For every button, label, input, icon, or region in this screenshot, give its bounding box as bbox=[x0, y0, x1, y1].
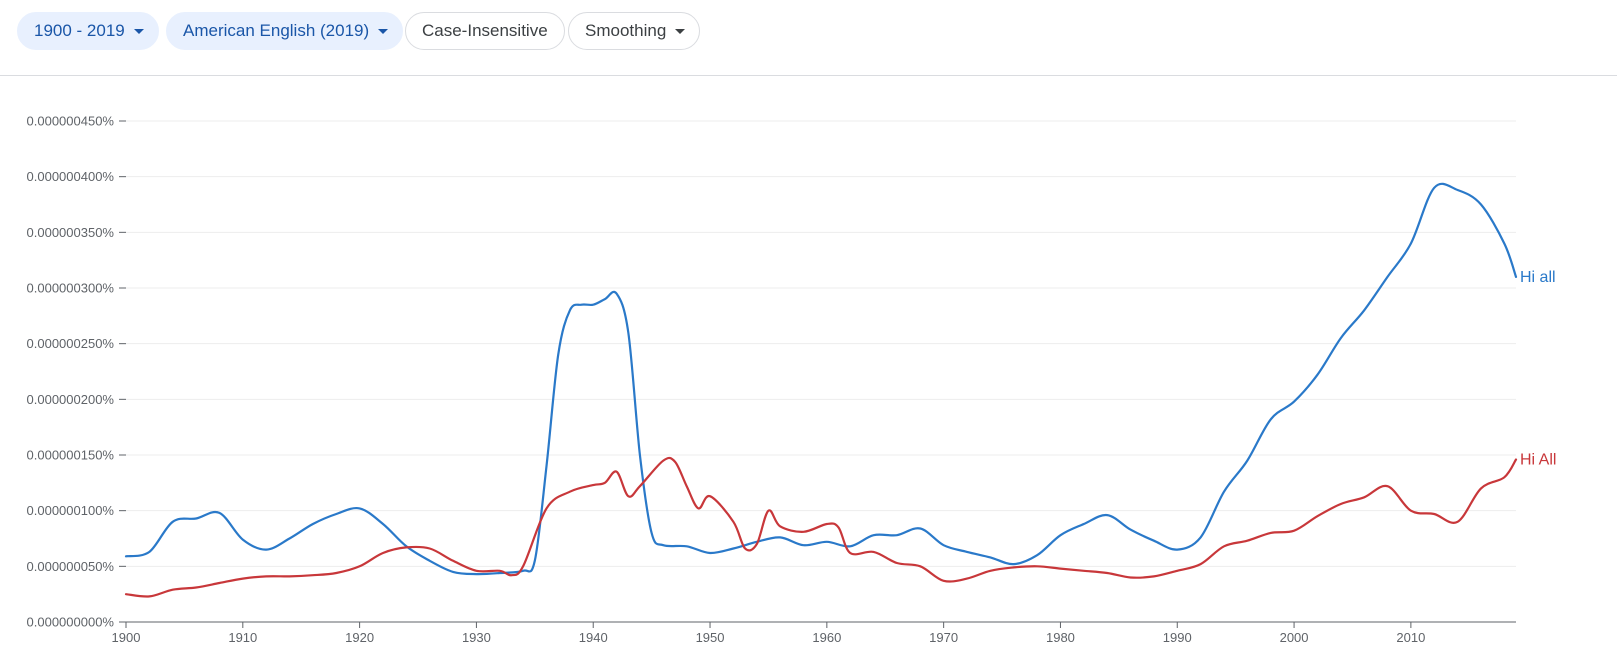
ngram-chart: 0.000000000% 0.000000050% 0.000000100% 0.00… bbox=[27, 114, 1557, 646]
x-tick-label: 1960 bbox=[812, 630, 841, 645]
x-tick-label: 2010 bbox=[1396, 630, 1425, 645]
y-tick-label: 0.000000200% bbox=[27, 392, 115, 407]
x-tick-label: 2000 bbox=[1280, 630, 1309, 645]
y-tick-label: 0.000000350% bbox=[27, 225, 115, 240]
x-tick-label: 1950 bbox=[696, 630, 725, 645]
y-tick-label: 0.000000100% bbox=[27, 503, 115, 518]
series-line-hi-all[interactable] bbox=[124, 182, 1518, 576]
year-range-label: 1900 - 2019 bbox=[34, 21, 125, 40]
x-tick-label: 1900 bbox=[112, 630, 141, 645]
y-tick-label: 0.000000450% bbox=[27, 114, 115, 129]
series-lines bbox=[124, 182, 1518, 598]
y-tick-label: 0.000000250% bbox=[27, 336, 115, 351]
chevron-down-icon bbox=[675, 28, 686, 34]
corpus-label: American English (2019) bbox=[183, 21, 370, 40]
case-insensitive-label: Case-Insensitive bbox=[422, 21, 548, 40]
x-tick-label: 1990 bbox=[1163, 630, 1192, 645]
series-label: Hi All bbox=[1520, 451, 1556, 468]
series-line-hi-all-1[interactable] bbox=[124, 456, 1518, 598]
x-tick-label: 1980 bbox=[1046, 630, 1075, 645]
year-range-dropdown[interactable]: 1900 - 2019 bbox=[17, 12, 159, 50]
y-tick-label: 0.000000050% bbox=[27, 559, 115, 574]
smoothing-dropdown[interactable]: Smoothing bbox=[568, 12, 701, 50]
x-axis: 1900 1910 1920 1930 1940 1950 1960 1970 1980 1990… bbox=[112, 621, 1516, 645]
x-tick-label: 1970 bbox=[929, 630, 958, 645]
series-label: Hi all bbox=[1520, 269, 1556, 286]
x-tick-label: 1920 bbox=[345, 630, 374, 645]
toolbar: 1900 - 2019 American English (2019) Case… bbox=[0, 0, 1617, 76]
gridlines bbox=[126, 120, 1516, 567]
y-axis: 0.000000000% 0.000000050% 0.000000100% 0.00… bbox=[27, 114, 126, 630]
series-labels: Hi all Hi All bbox=[1520, 269, 1556, 469]
corpus-dropdown[interactable]: American English (2019) bbox=[166, 12, 404, 50]
chevron-down-icon bbox=[378, 28, 389, 34]
y-tick-label: 0.000000300% bbox=[27, 281, 115, 296]
case-insensitive-toggle[interactable]: Case-Insensitive bbox=[405, 12, 565, 50]
y-tick-label: 0.000000000% bbox=[27, 615, 115, 630]
x-tick-label: 1940 bbox=[579, 630, 608, 645]
x-tick-label: 1930 bbox=[462, 630, 491, 645]
y-tick-label: 0.000000150% bbox=[27, 448, 115, 463]
smoothing-label: Smoothing bbox=[585, 21, 667, 40]
y-tick-label: 0.000000400% bbox=[27, 169, 115, 184]
chevron-down-icon bbox=[133, 28, 144, 34]
x-tick-label: 1910 bbox=[228, 630, 257, 645]
